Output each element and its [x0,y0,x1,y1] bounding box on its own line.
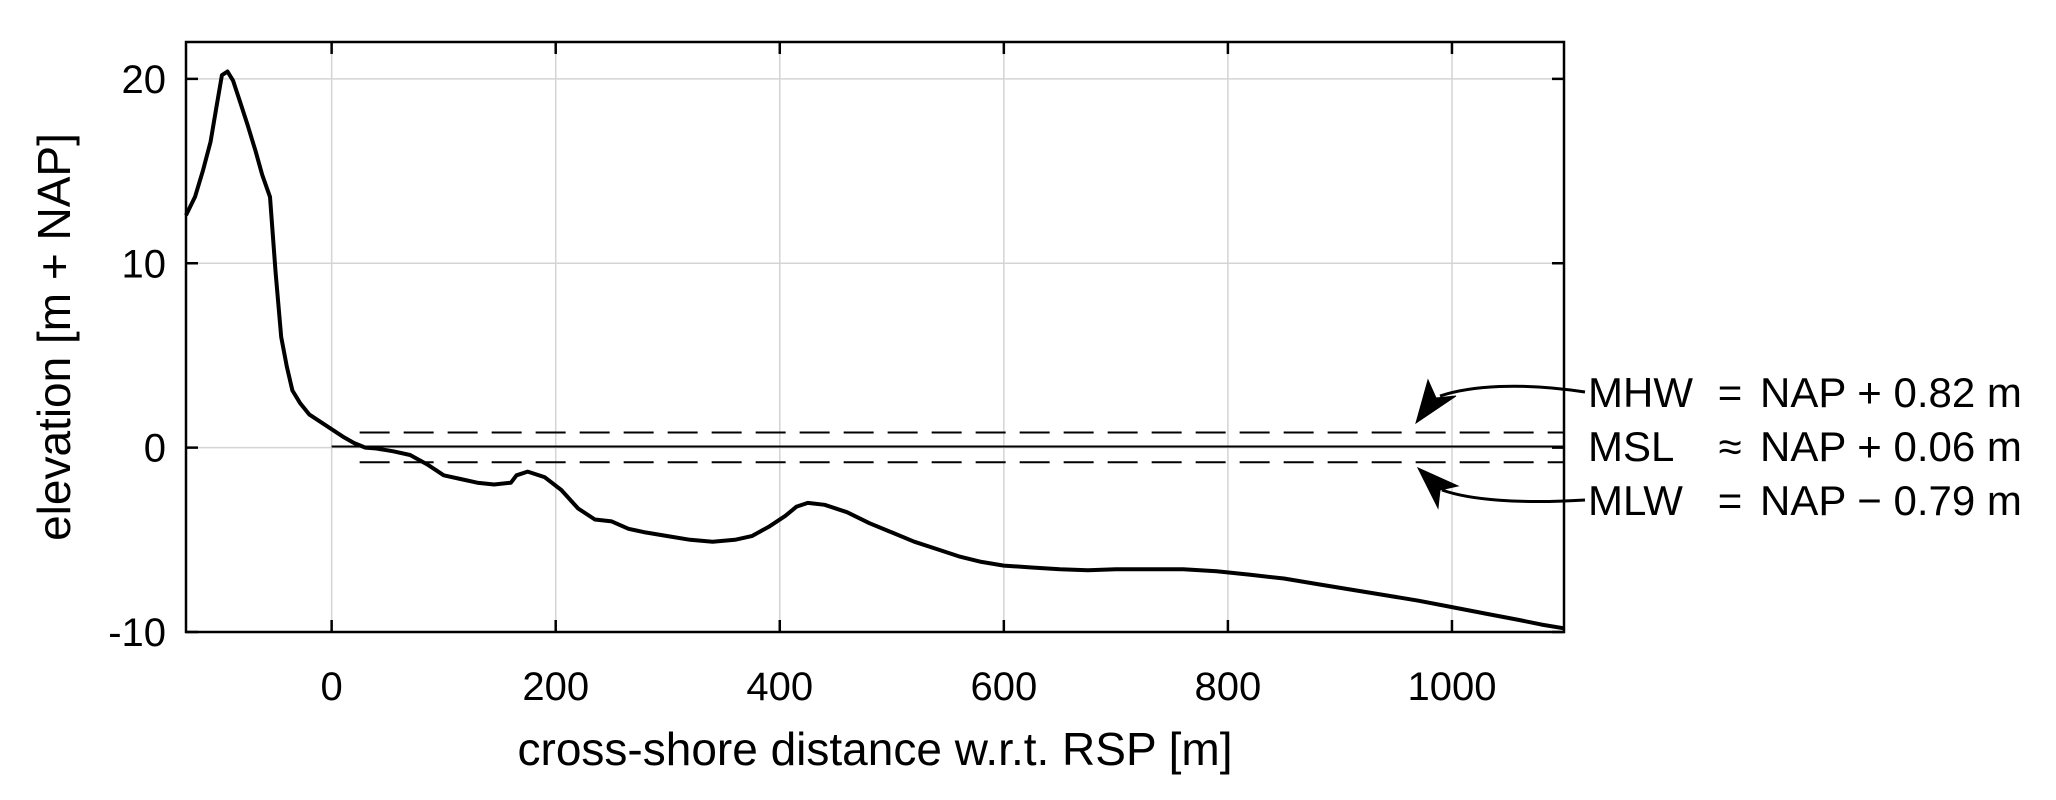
x-tick-label: 600 [970,665,1037,709]
y-tick-label: 0 [144,427,166,471]
y-tick-label: 20 [122,58,167,102]
series-layer [184,69,1565,631]
mlw-label: MLW [1588,477,1683,524]
plot-frame [184,40,1566,634]
tick-layer [186,42,1564,634]
msl-label: MSL [1588,423,1674,470]
x-tick-label: 800 [1195,665,1262,709]
mhw-arrowhead [1415,378,1457,425]
reference-lines [331,431,1564,464]
x-tick-label: 0 [321,665,343,709]
y-axis-label: elevation [m + NAP] [28,133,80,541]
y-tick-label: 10 [122,242,167,286]
grid-layer [186,42,1564,633]
annotations: MHW = NAP + 0.82 m MSL ≈ NAP + 0.06 m MLW = NAP … [1415,369,2022,524]
mhw-relation: = [1718,369,1743,416]
mlw-arrowhead [1416,466,1460,510]
x-tick-label: 200 [522,665,589,709]
tick-labels: 0 200 400 600 800 1000 -10 0 10 20 [108,58,1496,709]
profile-line [184,69,1565,631]
mlw-relation: = [1718,477,1743,524]
x-tick-label: 1000 [1407,665,1496,709]
mhw-label: MHW [1588,369,1693,416]
y-tick-label: -10 [108,611,166,655]
x-axis-label: cross-shore distance w.r.t. RSP [m] [518,723,1233,775]
msl-relation: ≈ [1718,423,1741,470]
mlw-arrow [1441,488,1586,504]
mhw-value: NAP + 0.82 m [1760,369,2022,416]
mlw-value: NAP − 0.79 m [1760,477,2022,524]
mhw-arrow [1439,384,1586,398]
x-tick-label: 400 [746,665,813,709]
msl-value: NAP + 0.06 m [1760,423,2022,470]
